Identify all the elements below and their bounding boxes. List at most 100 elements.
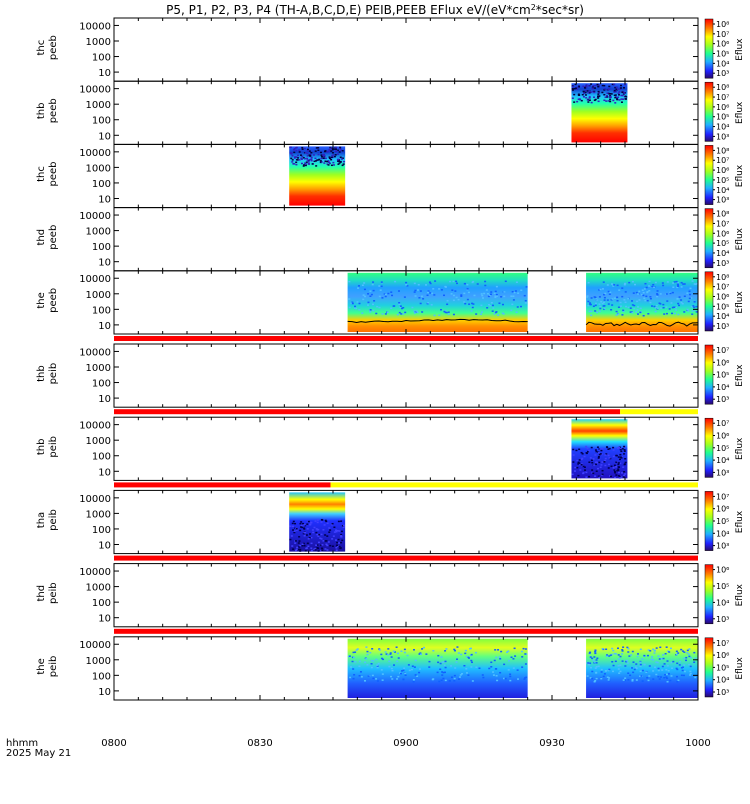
panel-probe-label: thd bbox=[36, 229, 47, 246]
colorbar-tick-label: 10³ bbox=[716, 196, 729, 205]
colorbar-tick-label: 10³ bbox=[716, 69, 729, 78]
panel-species-label: peib bbox=[48, 656, 59, 678]
colorbar-tick-label: 10⁶ bbox=[716, 358, 729, 367]
panel-data bbox=[347, 272, 698, 332]
y-tick-label: 10 bbox=[98, 258, 111, 269]
x-tick-label: 0900 bbox=[393, 738, 418, 749]
quality-flag-bar bbox=[114, 409, 698, 415]
y-tick-label: 1000 bbox=[86, 100, 111, 111]
panel-species-label: peeb bbox=[48, 288, 59, 313]
panel-species-label: peeb bbox=[48, 35, 59, 60]
colorbar-tick-label: 10⁵ bbox=[716, 176, 729, 185]
colorbar-label: Eflux bbox=[735, 38, 745, 61]
y-tick-label: 10000 bbox=[79, 85, 111, 96]
y-tick-label: 10 bbox=[98, 540, 111, 551]
colorbar-tick-label: 10³ bbox=[716, 542, 729, 551]
y-tick-label: 100 bbox=[92, 452, 111, 463]
colorbar-tick-label: 10⁷ bbox=[716, 156, 729, 165]
colorbar-tick-label: 10⁴ bbox=[716, 676, 729, 685]
flag-segment bbox=[114, 482, 331, 488]
time-axis: 0800 0830 0900 0930 1000 bbox=[101, 738, 710, 749]
y-tick-label: 100 bbox=[92, 242, 111, 253]
y-tick-label: 100 bbox=[92, 53, 111, 64]
colorbar-tick-label: 10⁴ bbox=[716, 186, 729, 195]
colorbar-tick-label: 10⁶ bbox=[716, 229, 729, 238]
chart-title: P5, P1, P2, P3, P4 (TH-A,B,C,D,E) PEIB,P… bbox=[166, 3, 584, 17]
flag-segment bbox=[114, 555, 698, 561]
y-tick-label: 1000 bbox=[86, 227, 111, 238]
colorbar-tick-label: 10⁴ bbox=[716, 529, 729, 538]
colorbar bbox=[704, 208, 714, 269]
panel-probe-label: the bbox=[36, 658, 47, 674]
colorbar-tick-label: 10³ bbox=[716, 468, 729, 477]
spectrogram-block bbox=[347, 638, 528, 698]
flag-segment bbox=[114, 628, 698, 634]
colorbar-tick-label: 10³ bbox=[716, 615, 729, 624]
colorbar-label: Eflux bbox=[735, 437, 745, 460]
panel-frame bbox=[113, 343, 699, 408]
panel-probe-label: thd bbox=[36, 585, 47, 602]
flag-segment bbox=[330, 482, 698, 488]
y-tick-label: 10 bbox=[98, 614, 111, 625]
colorbar-tick-label: 10⁶ bbox=[716, 651, 729, 660]
spacecraft-potential-line bbox=[347, 318, 528, 324]
colorbar-tick-label: 10⁵ bbox=[716, 663, 729, 672]
colorbar-tick-label: 10⁵ bbox=[716, 517, 729, 526]
colorbar-tick-label: 10⁸ bbox=[716, 83, 729, 92]
colorbar-tick-label: 10⁷ bbox=[716, 346, 729, 355]
y-tick-label: 1000 bbox=[86, 656, 111, 667]
colorbar-tick-label: 10⁶ bbox=[716, 432, 729, 441]
panel-probe-label: thc bbox=[36, 166, 47, 182]
colorbar-label: Eflux bbox=[735, 364, 745, 387]
panel-frame bbox=[113, 143, 699, 209]
panel-frame bbox=[113, 489, 699, 555]
colorbar-tick-label: 10⁶ bbox=[716, 505, 729, 514]
panel-frame bbox=[113, 207, 699, 272]
colorbar-tick-label: 10⁷ bbox=[716, 492, 729, 501]
x-tick-label: 0830 bbox=[247, 738, 272, 749]
panel-thb-peib: thb peib 10 100 1000 10000 10⁷ 10⁶ 10⁵ 10⁴ 10³ Eflu… bbox=[36, 416, 745, 481]
colorbar-tick-label: 10⁶ bbox=[716, 103, 729, 112]
colorbar-tick-label: 10³ bbox=[716, 395, 729, 404]
panel-probe-label: tha bbox=[36, 512, 47, 528]
y-tick-label: 1000 bbox=[86, 509, 111, 520]
colorbar-tick-label: 10⁴ bbox=[716, 383, 729, 392]
panel-frame bbox=[113, 563, 699, 628]
colorbar-tick-label: 10⁴ bbox=[716, 249, 729, 258]
y-tick-label: 1000 bbox=[86, 163, 111, 174]
y-tick-label: 10000 bbox=[79, 567, 111, 578]
y-tick-label: 100 bbox=[92, 179, 111, 190]
colorbar-tick-label: 10⁴ bbox=[716, 456, 729, 465]
colorbar-tick-label: 10³ bbox=[716, 259, 729, 268]
y-tick-label: 100 bbox=[92, 116, 111, 127]
colorbar-label: Eflux bbox=[735, 227, 745, 250]
colorbar-tick-label: 10³ bbox=[716, 132, 729, 141]
y-tick-label: 100 bbox=[92, 671, 111, 682]
panel-species-label: peib bbox=[48, 509, 59, 531]
panel-tha-peib: tha peib 10 100 1000 10000 10⁷ 10⁶ 10⁵ 10⁴ 10³ Eflu… bbox=[36, 489, 745, 555]
xaxis-label-format: hhmm bbox=[6, 738, 38, 749]
panel-probe-label: thb bbox=[36, 438, 47, 455]
colorbar bbox=[704, 564, 714, 625]
colorbar-tick-label: 10³ bbox=[716, 322, 729, 331]
y-tick-label: 1000 bbox=[86, 290, 111, 301]
y-tick-label: 10000 bbox=[79, 21, 111, 32]
panel-data bbox=[289, 146, 346, 206]
colorbar bbox=[704, 344, 714, 405]
colorbar-tick-label: 10⁵ bbox=[716, 113, 729, 122]
panel-species-label: peib bbox=[48, 436, 59, 458]
panel-species-label: peeb bbox=[48, 98, 59, 123]
y-tick-label: 10000 bbox=[79, 421, 111, 432]
x-tick-label: 0930 bbox=[539, 738, 564, 749]
panel-data bbox=[347, 638, 698, 698]
colorbar-tick-label: 10⁵ bbox=[716, 582, 729, 591]
quality-flag-bar bbox=[114, 628, 698, 634]
colorbar bbox=[704, 145, 714, 205]
spacecraft-potential-line bbox=[585, 321, 698, 327]
y-tick-label: 10 bbox=[98, 467, 111, 478]
flag-segment bbox=[114, 336, 698, 341]
